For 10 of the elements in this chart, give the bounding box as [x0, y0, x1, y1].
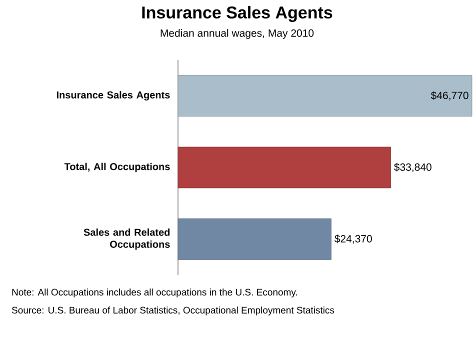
data-label: $46,770: [430, 91, 468, 100]
data-label: $24,370: [334, 234, 372, 244]
y-tick-label: Sales and Related Occupations: [84, 228, 170, 250]
chart-subtitle: Median annual wages, May 2010: [160, 29, 314, 39]
data-label: $33,840: [394, 162, 432, 172]
y-tick-label: Insurance Sales Agents: [56, 91, 170, 101]
chart-title: Insurance Sales Agents: [142, 6, 332, 22]
y-tick-label: Total, All Occupations: [64, 162, 170, 172]
source-note: Source: U.S. Bureau of Labor Statistics, Occupational Employment Statistics: [12, 306, 334, 316]
text: Note: All Occupations includes all occupations in the U.S. Economy.: [12, 288, 297, 298]
